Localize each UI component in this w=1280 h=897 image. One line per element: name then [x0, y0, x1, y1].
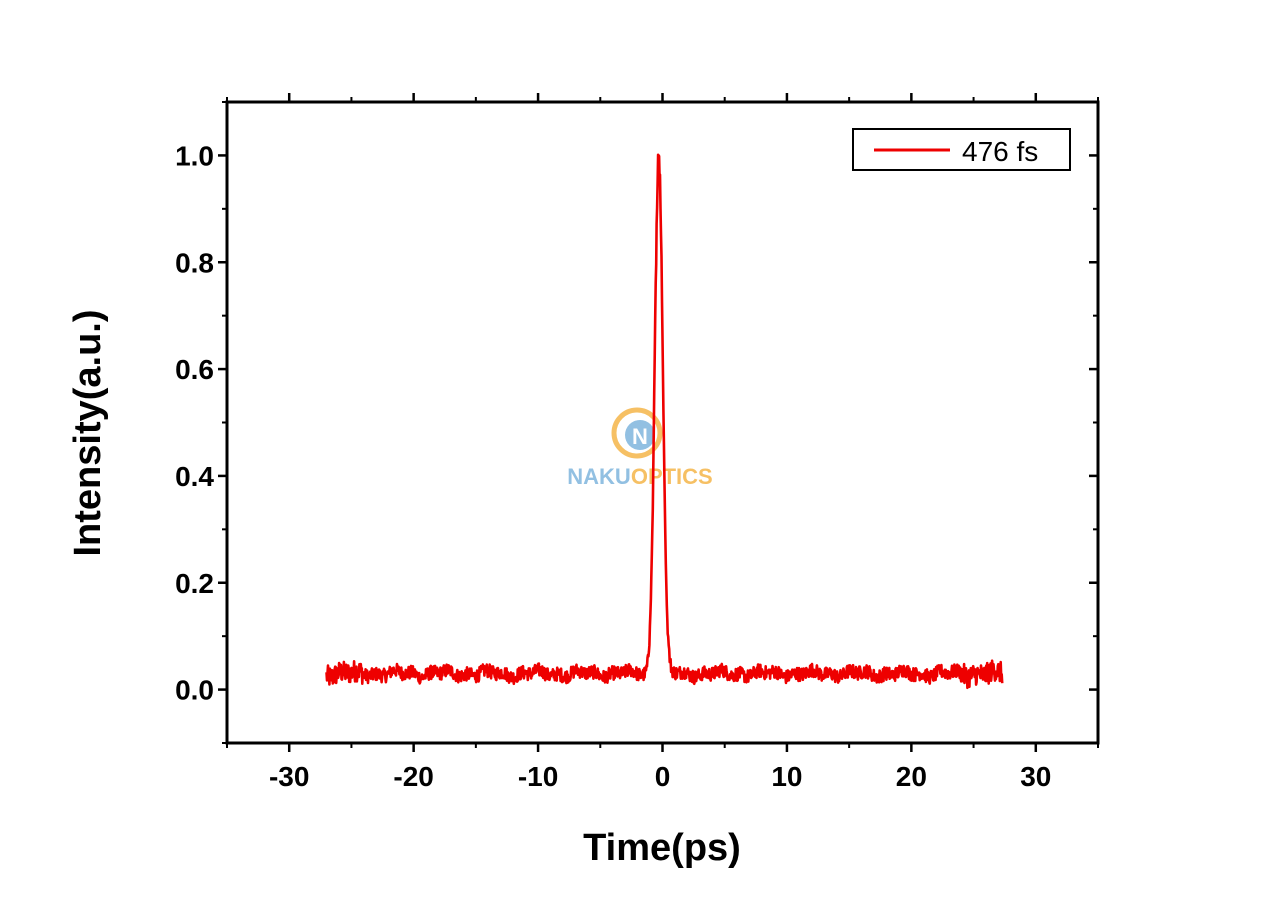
watermark-text: NAKUOPTICS: [567, 464, 712, 489]
x-tick-label: 30: [1020, 761, 1051, 792]
legend-label: 476 fs: [962, 136, 1038, 167]
x-tick-label: 0: [655, 761, 671, 792]
x-axis-title: Time(ps): [583, 827, 741, 869]
watermark-text-optics: OPTICS: [631, 464, 713, 489]
y-tick-label: 0.8: [175, 247, 214, 278]
series-line-476fs: [325, 153, 1004, 690]
plot-frame: [225, 100, 1100, 745]
x-tick-label: 10: [771, 761, 802, 792]
x-tick-label: 20: [896, 761, 927, 792]
y-tick-label: 0.2: [175, 568, 214, 599]
y-tick-label: 0.0: [175, 675, 214, 706]
x-tick-label: -20: [393, 761, 433, 792]
watermark-logo-disc: [625, 420, 655, 450]
axis-tick-labels: -30 -20 -10 0 10 20 30 0.0 0.2 0.4 0.6 0.8 1.0: [175, 140, 1051, 792]
y-tick-label: 0.6: [175, 354, 214, 385]
watermark-text-naku: NAKU: [567, 464, 631, 489]
watermark-logo-ring: [611, 407, 663, 459]
y-tick-label: 0.4: [175, 461, 214, 492]
legend: 476 fs: [852, 128, 1071, 171]
y-axis-title: Intensity(a.u.): [67, 309, 109, 556]
watermark-logo-letter: N: [632, 424, 648, 449]
y-tick-label: 1.0: [175, 140, 214, 171]
x-tick-label: -10: [518, 761, 558, 792]
watermark: N NAKUOPTICS: [567, 407, 713, 489]
x-tick-label: -30: [269, 761, 309, 792]
